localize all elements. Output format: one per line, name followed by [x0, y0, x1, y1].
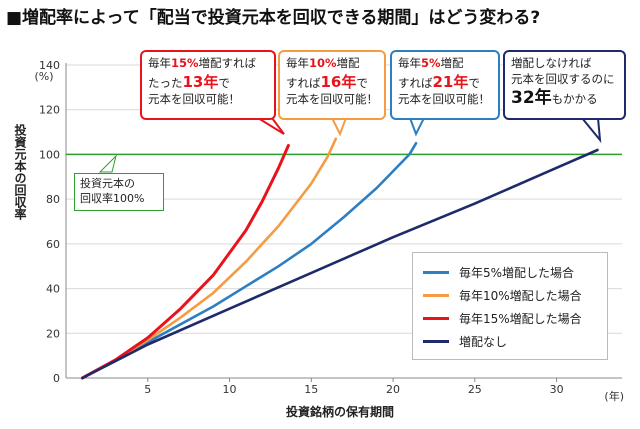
y-tick-label: 60 [46, 238, 60, 251]
legend: 毎年5%増配した場合 毎年10%増配した場合 毎年15%増配した場合 増配なし [412, 252, 608, 360]
callout-text: すれば [398, 75, 433, 90]
callout-text: 増配 [440, 56, 464, 70]
x-tick-label: 5 [144, 383, 151, 396]
y-tick-label: 140 [39, 59, 60, 72]
pointer-15 [254, 117, 285, 135]
legend-item: 増配なし [423, 330, 597, 353]
callout-5pct: 毎年5%増配 すれば21年で 元本を回収可能！ [390, 50, 500, 120]
pointer-5 [408, 117, 426, 137]
callout-text: 増配 [336, 56, 360, 70]
page-title: ■増配率によって「配当で投資元本を回収できる期間」はどう変わる? [6, 8, 541, 28]
callout-text: 毎年 [398, 56, 421, 70]
callout-text: で [468, 75, 480, 90]
x-axis-label: 投資銘柄の保有期間 [286, 404, 394, 419]
callout-text: 5% [421, 56, 441, 70]
y-tick-label: 40 [46, 283, 60, 296]
callout-text: 毎年 [148, 56, 171, 70]
callout-pointers [98, 117, 602, 173]
callout-text: で [356, 75, 368, 90]
legend-label: 毎年5%増配した場合 [459, 266, 575, 280]
callout-text: 元本を回収可能！ [398, 91, 490, 106]
callout-text: もかかる [551, 92, 598, 107]
tick-labels: 0 20 40 60 80 100 120 140 5 10 15 20 25 30 [39, 59, 564, 396]
callout-text: 32年 [511, 88, 552, 109]
y-unit-label: (%) [34, 70, 53, 83]
callout-text: で [218, 75, 230, 90]
legend-item: 毎年15%増配した場合 [423, 307, 597, 330]
callout-no-increase: 増配しなければ 元本を回収するのに 32年もかかる [503, 50, 626, 120]
goal-note-box: 投資元本の 回収率100% [74, 173, 164, 211]
x-unit-label: (年) [604, 389, 624, 403]
legend-label: 増配なし [459, 335, 508, 349]
callout-10pct: 毎年10%増配すれば16年で 元本を回収可能！ [278, 50, 386, 120]
callout-text: 13年 [182, 72, 219, 91]
legend-swatch [423, 294, 449, 297]
goal-note-line1: 投資元本の [80, 177, 135, 190]
x-tick-label: 30 [550, 383, 564, 396]
callout-text: 元本を回収するのに [511, 71, 615, 86]
x-tick-label: 10 [223, 383, 237, 396]
series-line-1 [81, 142, 418, 380]
pointer-goal [98, 154, 117, 173]
legend-label: 毎年10%増配した場合 [459, 289, 582, 303]
callout-text: 16年 [320, 72, 357, 91]
y-tick-label: 120 [39, 104, 60, 117]
y-tick-label: 80 [46, 193, 60, 206]
callout-text: 毎年 [286, 56, 309, 70]
pointer-10 [330, 117, 348, 137]
y-tick-label: 100 [39, 148, 60, 161]
legend-swatch [423, 340, 449, 343]
legend-item: 毎年5%増配した場合 [423, 261, 597, 284]
legend-swatch [423, 271, 449, 274]
callout-15pct: 毎年15%増配すればたった13年で 元本を回収可能！ [140, 50, 276, 120]
callout-text: たった [148, 75, 183, 90]
y-tick-label: 0 [53, 372, 60, 385]
callout-text: 10% [309, 56, 337, 70]
x-tick-label: 25 [468, 383, 482, 396]
legend-label: 毎年15%増配した場合 [459, 312, 582, 326]
callout-text: 21年 [432, 72, 469, 91]
x-tick-label: 15 [304, 383, 318, 396]
y-axis-label-text: 投資元本の回収率 [13, 123, 27, 221]
pointer-0 [579, 117, 602, 144]
callout-text: 元本を回収可能！ [286, 91, 378, 106]
callout-text: 増配しなければ [511, 56, 592, 70]
goal-note-line2: 回収率100% [80, 192, 145, 206]
legend-item: 毎年10%増配した場合 [423, 284, 597, 307]
x-tick-label: 20 [386, 383, 400, 396]
axes [65, 63, 622, 382]
callout-text: 15% [171, 56, 199, 70]
legend-swatch [423, 317, 449, 320]
callout-text: すれば [286, 75, 321, 90]
callout-text: 元本を回収可能！ [148, 91, 240, 106]
y-axis-label: 投資元本の回収率 [13, 123, 27, 221]
series-lines [80, 137, 599, 380]
series-line-4 [81, 148, 599, 380]
series-line-3 [80, 144, 290, 380]
callout-text: 増配すれば [198, 56, 257, 70]
y-tick-label: 20 [46, 327, 60, 340]
